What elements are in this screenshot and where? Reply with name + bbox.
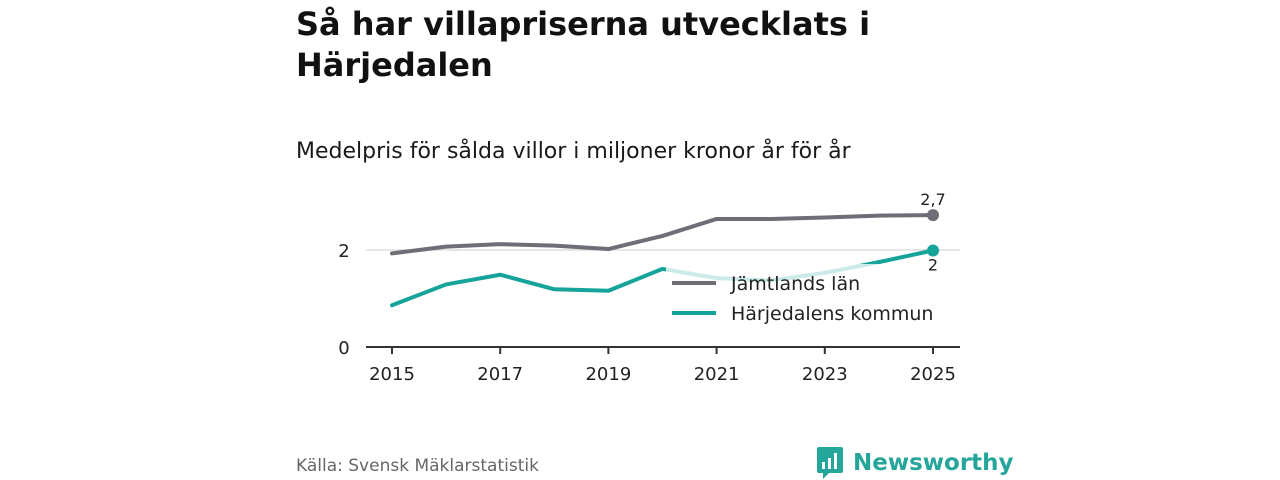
- y-tick-label: 0: [338, 338, 349, 359]
- legend-label: Härjedalens kommun: [731, 303, 933, 325]
- axis-layer: 0 2 2015 2017 2019 2021 2023 2025: [338, 241, 960, 385]
- x-tick-label: 2019: [585, 364, 631, 385]
- end-point-marker: [927, 209, 939, 222]
- chart-subtitle: Medelpris för sålda villor i miljoner kr…: [296, 139, 851, 164]
- x-tick-label: 2021: [694, 364, 740, 385]
- end-value-label: 2,7: [920, 190, 945, 209]
- legend-background: [666, 264, 958, 332]
- x-tick-label: 2025: [910, 364, 956, 385]
- y-tick-label: 2: [338, 241, 349, 262]
- chart-title: Så har villapriserna utvecklats i Härjed…: [296, 5, 871, 84]
- label-layer: 2,72: [920, 190, 945, 274]
- x-tick-label: 2023: [802, 364, 848, 385]
- end-point-marker: [927, 244, 939, 257]
- brand-logo[interactable]: Newsworthy: [815, 446, 1014, 480]
- end-value-label: 2: [928, 255, 938, 274]
- legend: Jämtlands län Härjedalens kommun: [666, 264, 958, 332]
- source-note: Källa: Svensk Mäklarstatistik: [296, 456, 539, 476]
- line-chart: 0 2 2015 2017 2019 2021 2023 2025 Jämtlands län…: [338, 190, 960, 385]
- newsworthy-logo-icon: [817, 447, 843, 479]
- x-tick-label: 2015: [369, 364, 415, 385]
- brand-name: Newsworthy: [853, 450, 1014, 476]
- series-line-jamtland: [390, 213, 935, 256]
- x-tick-label: 2017: [477, 364, 523, 385]
- legend-label: Jämtlands län: [730, 273, 860, 295]
